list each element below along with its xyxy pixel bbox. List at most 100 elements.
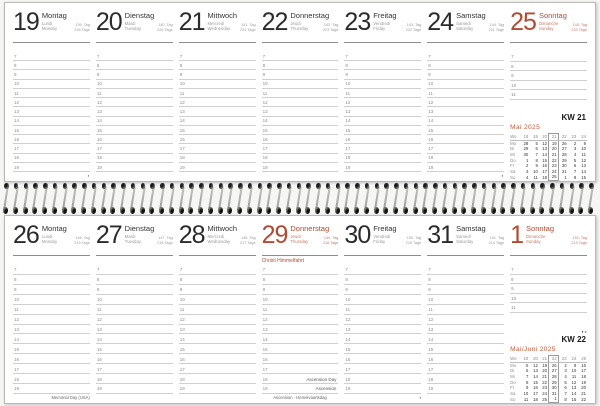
hour-row: 9: [344, 285, 422, 295]
mini-cal-row-label: Sa: [510, 168, 516, 174]
coil-bottom-knob: [402, 207, 408, 214]
mini-cal-cell: 25: [577, 355, 587, 363]
days-remaining: 224 Tage: [240, 28, 256, 32]
mini-cal-cell: 8: [535, 157, 538, 163]
hour-label: 18: [345, 376, 351, 382]
hour-row: 11: [427, 305, 505, 315]
coil-wire: [188, 186, 194, 209]
spiral-coil: [196, 183, 206, 214]
hour-label: 18: [14, 376, 20, 382]
weekday-name-german: Donnerstag: [290, 224, 330, 233]
weekday-name-english: Wednesday: [207, 25, 231, 31]
hour-label: 11: [179, 90, 185, 96]
mini-cal-cell: 9: [573, 362, 577, 368]
hour-label: 17: [14, 146, 20, 152]
coil-wire: [32, 186, 38, 209]
coil-bottom-knob: [295, 207, 301, 214]
coil-bottom-knob: [500, 207, 506, 214]
coil-top-knob: [442, 183, 448, 190]
coil-wire: [61, 186, 68, 209]
spiral-coil: [459, 183, 469, 214]
calendar-page-week-22: 26 Montag Lundi Monday 146. Tag 219 Tage 7 8 9 10…: [4, 215, 596, 404]
hour-row: 11: [95, 89, 173, 99]
mini-cal-cell: 3: [564, 368, 567, 374]
hour-row: 12: [427, 98, 505, 108]
hour-label: 17: [96, 146, 102, 152]
mini-cal-cell: 12: [533, 362, 538, 368]
day-of-year-info: 139. Tag 226 Tage: [74, 23, 90, 33]
coil-bottom-knob: [100, 207, 106, 214]
hour-row: 12: [178, 98, 256, 108]
hour-row: 9: [427, 70, 505, 80]
hour-label: 13: [14, 326, 20, 332]
hour-label: 7: [96, 53, 100, 59]
coil-wire: [13, 186, 19, 209]
coil-bottom-knob: [51, 207, 57, 214]
hour-label: 13: [96, 109, 102, 115]
mini-cal-cell: 16: [533, 385, 538, 391]
mini-cal-cell: 8: [525, 379, 529, 385]
hour-row: 19: [344, 384, 422, 394]
spiral-coil: [342, 183, 352, 214]
hour-row: 11: [13, 89, 90, 99]
hour-row: 9: [261, 70, 339, 80]
mini-cal-title: Mai 2025: [510, 124, 541, 132]
hour-row: 9: [510, 284, 587, 294]
hour-row: 19: [178, 384, 256, 394]
hour-rows: 7 8 9 10 11 12 13 14 15 16 17 18 19: [344, 52, 422, 173]
hour-row: 12: [261, 98, 339, 108]
spiral-coil: [576, 183, 586, 214]
mini-cal-cell: 13: [542, 146, 548, 152]
days-remaining: 217 Tage: [240, 241, 256, 245]
hour-row: 13: [178, 107, 256, 117]
day-number: 1: [510, 221, 524, 249]
hour-row: 7: [427, 52, 505, 62]
days-remaining: 214 Tage: [488, 241, 505, 245]
hour-label: 8: [262, 277, 266, 283]
coil-bottom-knob: [217, 207, 223, 214]
hour-label: 12: [96, 317, 102, 323]
hour-label: 16: [14, 136, 20, 142]
mini-cal-cell: 11: [523, 396, 529, 402]
hour-label: 9: [511, 73, 514, 79]
coil-wire: [315, 186, 321, 209]
hour-label: 19: [428, 164, 434, 170]
spiral-coil: [557, 183, 567, 214]
weekday-name-english: Monday: [41, 238, 58, 244]
mini-cal-cell: 8: [573, 174, 577, 180]
hour-row: 17: [95, 364, 173, 375]
day-names: Dienstag Mardi Tuesday: [124, 224, 155, 244]
weekday-name-english: Thursday: [290, 25, 309, 31]
coil-top-knob: [23, 183, 29, 190]
hour-row: 11: [178, 89, 256, 99]
hour-label: 14: [345, 118, 351, 124]
coil-bottom-knob: [178, 207, 184, 214]
coil-bottom-knob: [139, 207, 145, 214]
hour-rows: 7 8 9 10 11 12 13 14 15 16 17 18 19: [344, 265, 422, 394]
hour-row: 17: [261, 144, 339, 154]
hour-row: 7: [427, 265, 505, 275]
weekday-name-english: Tuesday: [124, 238, 141, 244]
mini-cal-cell: 14: [571, 390, 577, 396]
hour-label: 10: [96, 81, 102, 87]
spiral-coil: [60, 183, 70, 214]
hour-label: 19: [96, 164, 102, 170]
mini-month-calendar: Wo 18 19 20 21 22 23 24 Mo 28 5 12 19 26 2 9 Di 29 6 13 20 27…: [510, 133, 587, 182]
spiral-coil: [323, 183, 333, 214]
margin-strip: [96, 172, 173, 181]
hour-row: 12: [95, 315, 173, 325]
hour-label: 15: [96, 127, 102, 133]
mini-cal-cell: 22: [558, 133, 568, 141]
hour-label: 10: [428, 81, 434, 87]
mini-cal-cell: 4: [573, 152, 577, 158]
coil-bottom-knob: [246, 207, 252, 214]
hour-row: 7: [95, 265, 173, 275]
hour-rows: 7 8 9 10 11 12 13 14 15 16 17 18 19: [427, 52, 505, 173]
hour-label: 19: [345, 164, 351, 170]
hour-label: 11: [14, 307, 19, 313]
hour-label: 18: [345, 155, 351, 161]
hour-label: 9: [345, 287, 348, 293]
coil-top-knob: [4, 183, 9, 190]
day-number: 30: [344, 221, 371, 249]
day-names: Sonntag Dimanche Sunday: [526, 224, 554, 243]
